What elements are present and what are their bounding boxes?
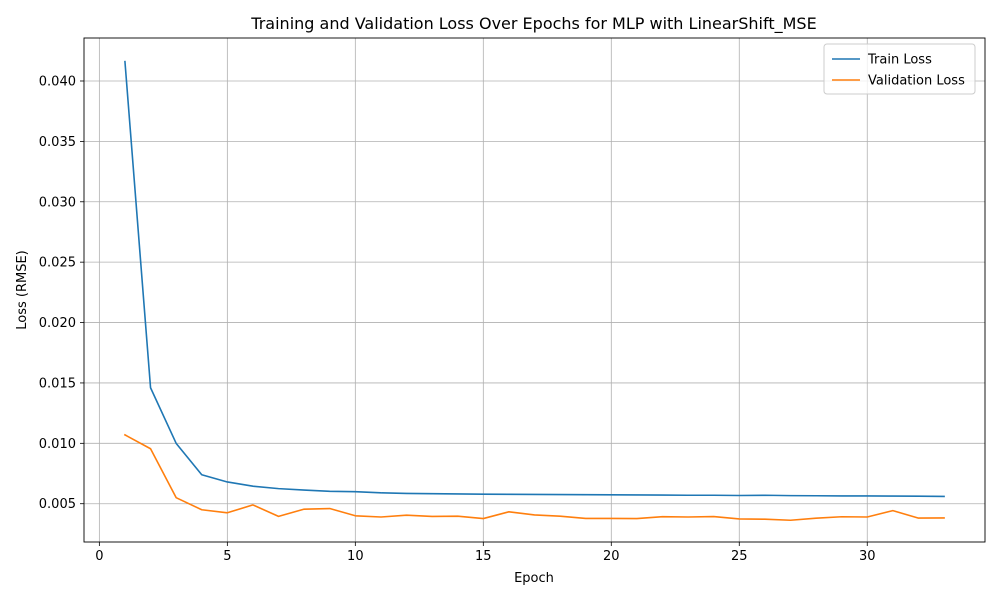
y-tick-label: 0.020 (39, 316, 76, 331)
plot-frame (83, 37, 986, 543)
grid-lines (84, 38, 985, 542)
y-tick-label: 0.015 (39, 376, 76, 391)
legend-entry-label: Validation Loss (868, 74, 965, 89)
series-line-validation-loss (123, 433, 945, 522)
x-tick-label: 30 (859, 549, 876, 564)
x-tick-label: 10 (347, 549, 364, 564)
y-tick-label: 0.035 (39, 135, 76, 150)
y-tick-label: 0.025 (39, 256, 76, 271)
axis-ticks: 0 5 10 15 20 25 30 0.005 0.010 0.015 0.020 0.025 0.0… (39, 74, 876, 564)
x-tick-label: 0 (95, 549, 103, 564)
y-tick-label: 0.030 (39, 195, 76, 210)
legend: Train Loss Validation Loss (823, 43, 976, 95)
y-tick-label: 0.005 (39, 497, 76, 512)
x-axis-label: Epoch (514, 571, 554, 586)
legend-box (823, 43, 976, 95)
x-tick-label: 20 (603, 549, 620, 564)
x-tick-label: 25 (731, 549, 748, 564)
x-tick-label: 5 (223, 549, 231, 564)
x-tick-label: 15 (475, 549, 492, 564)
chart-title: Training and Validation Loss Over Epochs… (250, 14, 816, 34)
series-line-train-loss (124, 60, 945, 498)
y-tick-label: 0.010 (39, 437, 76, 452)
y-axis-label: Loss (RMSE) (15, 250, 30, 330)
data-series (123, 60, 945, 522)
y-tick-label: 0.040 (39, 74, 76, 89)
legend-entry-label: Train Loss (867, 53, 932, 68)
